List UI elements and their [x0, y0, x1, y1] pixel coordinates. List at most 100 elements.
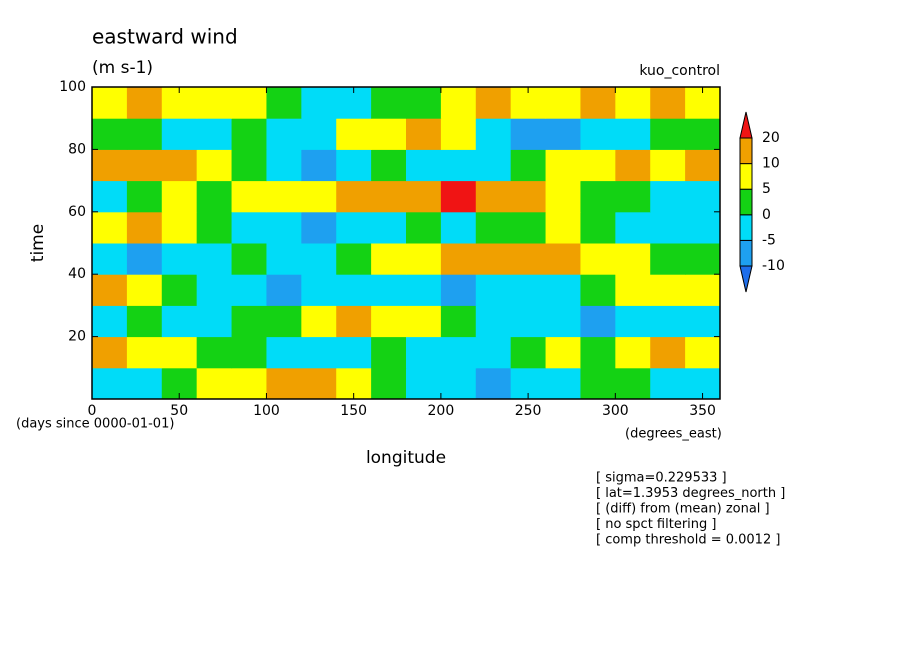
field-cell [650, 367, 686, 400]
field-cell [580, 180, 616, 213]
field-cell [650, 336, 686, 369]
x-tick-label: 250 [515, 403, 542, 419]
field-cell [231, 305, 267, 338]
field-cell [406, 87, 442, 119]
x-tick-label: 100 [253, 403, 280, 419]
field-cell [92, 367, 128, 400]
field-cell [231, 336, 267, 369]
field-cell [196, 180, 233, 213]
field-cell [685, 149, 721, 182]
field-cell [510, 243, 547, 275]
field-cell [440, 305, 477, 338]
field-cell [126, 367, 163, 400]
field-cell [406, 149, 442, 182]
field-cell [196, 149, 233, 182]
field-cell [440, 180, 477, 213]
y-tick-label: 80 [68, 141, 86, 157]
field-cell [371, 243, 407, 275]
x-tick-label: 0 [88, 403, 97, 419]
field-cell [231, 149, 267, 182]
field-cell [440, 243, 477, 275]
field-cell [406, 180, 442, 213]
field-cell [615, 336, 651, 369]
field-cell [301, 180, 337, 213]
field-cell [615, 118, 651, 150]
x-tick-label: 50 [170, 403, 188, 419]
field-cell [440, 274, 477, 306]
colorbar-label: -5 [762, 232, 776, 248]
field-cell [231, 211, 267, 244]
field-cell [440, 367, 477, 400]
field-cell [650, 243, 686, 275]
field-cell [266, 367, 302, 400]
field-cell [510, 211, 547, 244]
field-cell [126, 274, 163, 306]
field-cell [161, 243, 198, 275]
field-cell [545, 149, 581, 182]
field-cell [440, 149, 477, 182]
colorbar-label: 10 [762, 156, 780, 172]
field-cell [545, 180, 581, 213]
field-cell [371, 149, 407, 182]
field-cell [440, 211, 477, 244]
field-cell [126, 180, 163, 213]
field-cell [266, 87, 302, 119]
field-cell [161, 149, 198, 182]
field-cell [371, 336, 407, 369]
field-cell [92, 336, 128, 369]
field-cell [406, 243, 442, 275]
field-cell [685, 336, 721, 369]
field-cell [161, 336, 198, 369]
field-cell [615, 305, 651, 338]
chart-subtitle: (m s-1) [92, 58, 153, 78]
field-cell [406, 367, 442, 400]
field-cell [685, 180, 721, 213]
field-cell [406, 211, 442, 244]
field-cell [161, 118, 198, 150]
field-cell [126, 87, 163, 119]
field-cell [126, 118, 163, 150]
field-cell [266, 118, 302, 150]
x-tick-label: 300 [602, 403, 629, 419]
field-cell [510, 336, 547, 369]
field-cell [580, 87, 616, 119]
field-cell [580, 274, 616, 306]
colorbar-label: 0 [762, 207, 771, 223]
x-tick-label: 350 [689, 403, 716, 419]
field-cell [92, 87, 128, 119]
field-cell [266, 180, 302, 213]
field-cell [336, 118, 372, 150]
field-cell [510, 149, 547, 182]
field-cell [161, 305, 198, 338]
field-cell [580, 305, 616, 338]
field-cell [650, 211, 686, 244]
field-cell [406, 336, 442, 369]
field-cell [301, 118, 337, 150]
x-units: (degrees_east) [625, 427, 722, 442]
x-axis-label: longitude [366, 448, 446, 468]
field-cell [440, 336, 477, 369]
field-cell [475, 367, 512, 400]
field-cell [161, 274, 198, 306]
field-cell [475, 336, 512, 369]
field-cell [336, 180, 372, 213]
field-cell [301, 305, 337, 338]
colorbar-box [739, 137, 753, 165]
y-tick-label: 60 [68, 204, 86, 220]
plot-frame [91, 86, 721, 400]
field-cell [615, 149, 651, 182]
field-cell [510, 118, 547, 150]
field-cell [196, 87, 233, 119]
field-cell [196, 274, 233, 306]
y-tick-label: 100 [59, 79, 86, 95]
field-cell [475, 87, 512, 119]
field-cell [580, 211, 616, 244]
field-cell [301, 243, 337, 275]
field-cell [336, 211, 372, 244]
note: [ (diff) from (mean) zonal ] [596, 502, 770, 517]
field-cell [475, 211, 512, 244]
field-cell [615, 87, 651, 119]
field-cell [650, 305, 686, 338]
field-cell [301, 149, 337, 182]
field-cell [371, 305, 407, 338]
